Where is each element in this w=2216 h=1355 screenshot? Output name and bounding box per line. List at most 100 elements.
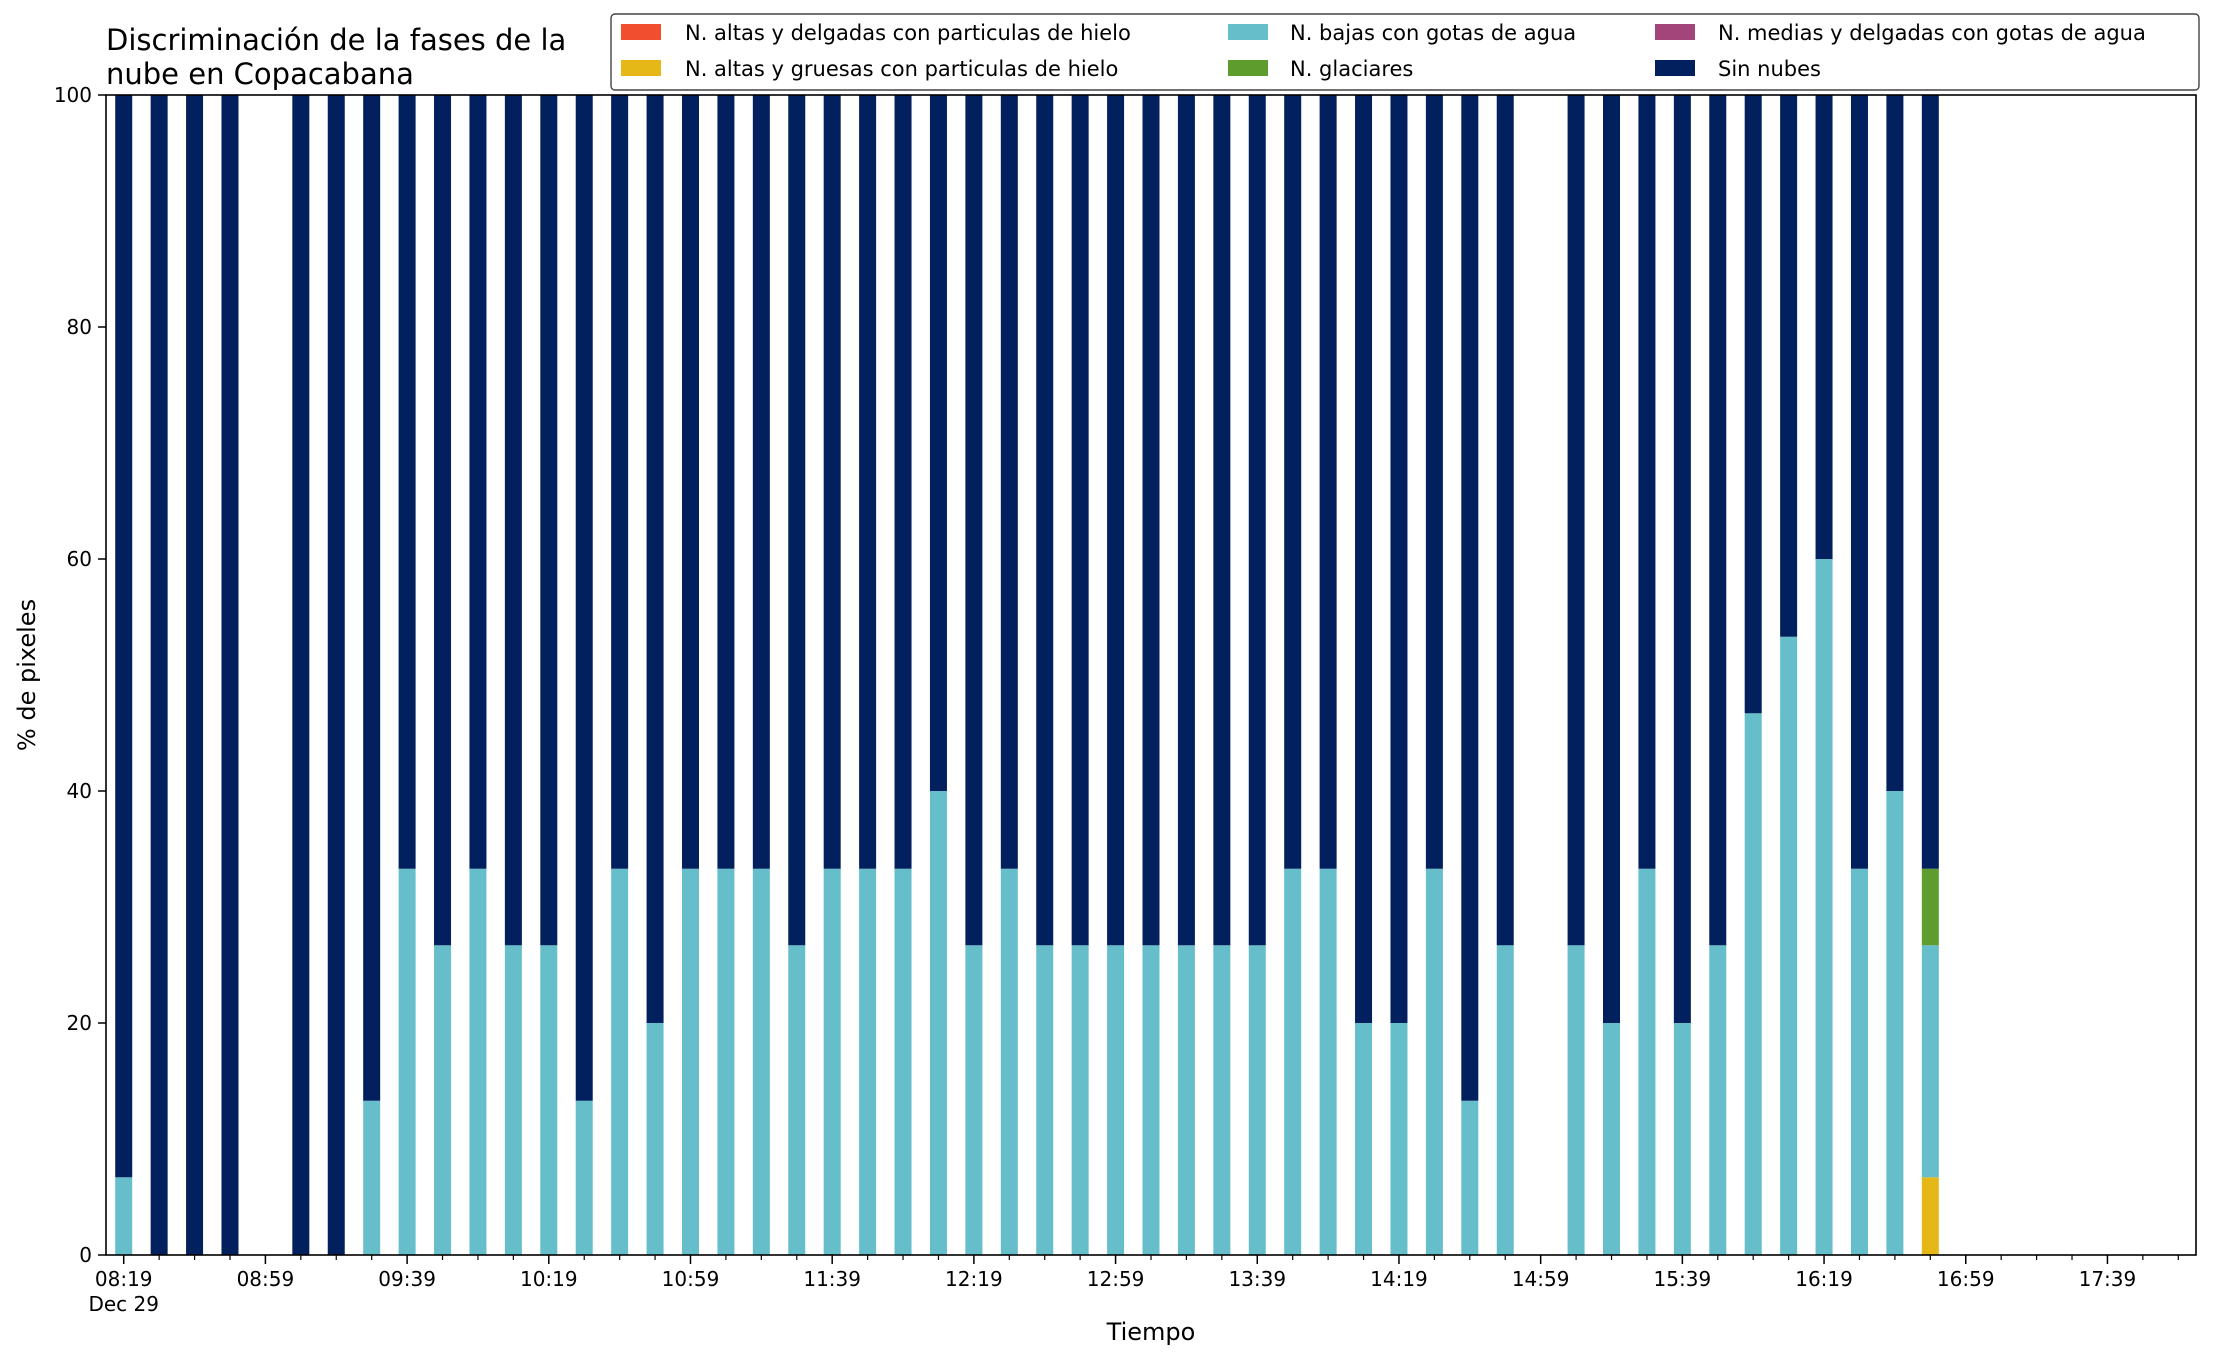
bar-sin-nubes-0939: [398, 95, 416, 869]
x-tick-label-1659: 16:59: [1937, 1267, 1995, 1291]
bar-sin-nubes-1029: [575, 95, 593, 1101]
bar-sin-nubes-1159: [894, 95, 912, 869]
x-tick-label-0819: 08:19: [95, 1267, 153, 1291]
bar-n-bajas-con-gotas-de-agua-1339: [1248, 945, 1266, 1255]
bar-sin-nubes-1359: [1319, 95, 1337, 869]
bar-n-bajas-con-gotas-de-agua-1409: [1355, 1023, 1373, 1255]
x-tick-label-1419: 14:19: [1370, 1267, 1428, 1291]
bar-n-bajas-con-gotas-de-agua-1019: [540, 945, 558, 1255]
bar-sin-nubes-1609: [1780, 95, 1798, 637]
bar-n-bajas-con-gotas-de-agua-1519: [1603, 1023, 1621, 1255]
bar-n-altas-y-gruesas-con-particulas-de-hielo-1649: [1921, 1177, 1939, 1255]
bar-n-bajas-con-gotas-de-agua-0929: [363, 1100, 381, 1255]
bar-sin-nubes-1549: [1709, 95, 1727, 946]
bar-sin-nubes-0949: [434, 95, 452, 946]
bar-sin-nubes-1229: [1000, 95, 1018, 869]
y-tick-label-100: 100: [54, 83, 92, 107]
bar-n-bajas-con-gotas-de-agua-1309: [1142, 945, 1160, 1255]
bar-n-bajas-con-gotas-de-agua-1139: [823, 868, 841, 1255]
bar-sin-nubes-1139: [823, 95, 841, 869]
x-tick-label-1019: 10:19: [520, 1267, 578, 1291]
bar-sin-nubes-1439: [1461, 95, 1479, 1101]
x-tick-label-1059: 10:59: [662, 1267, 720, 1291]
y-tick-label-60: 60: [67, 547, 92, 571]
bar-n-bajas-con-gotas-de-agua-1059: [681, 868, 699, 1255]
y-axis: 0 20 40 60 80 100: [54, 83, 106, 1267]
bar-sin-nubes-1109: [717, 95, 735, 869]
legend: N. altas y delgadas con particulas de hi…: [610, 13, 2200, 91]
bar-n-bajas-con-gotas-de-agua-1209: [929, 791, 947, 1255]
bar-n-bajas-con-gotas-de-agua-1649: [1921, 945, 1939, 1178]
bar-n-bajas-con-gotas-de-agua-1039: [611, 868, 629, 1255]
bar-sin-nubes-0919: [327, 95, 345, 1255]
bar-sin-nubes-1009: [504, 95, 522, 946]
x-tick-label-1259: 12:59: [1087, 1267, 1145, 1291]
x-tick-label-1739: 17:39: [2079, 1267, 2137, 1291]
x-tick-label-1139: 11:39: [803, 1267, 861, 1291]
bar-n-bajas-con-gotas-de-agua-1249: [1071, 945, 1089, 1255]
legend-swatch-n-altas-delgadas: [621, 24, 661, 40]
bar-n-bajas-con-gotas-de-agua-1419: [1390, 1023, 1408, 1255]
x-tick-label-1539: 15:39: [1654, 1267, 1712, 1291]
bar-sin-nubes-1209: [929, 95, 947, 791]
bar-n-bajas-con-gotas-de-agua-0959: [469, 868, 487, 1255]
bar-n-bajas-con-gotas-de-agua-1559: [1744, 713, 1762, 1255]
legend-label-n-altas-gruesas: N. altas y gruesas con particulas de hie…: [685, 57, 1118, 81]
x-tick-sublabel-date: Dec 29: [88, 1292, 159, 1316]
bar-n-bajas-con-gotas-de-agua-1159: [894, 868, 912, 1255]
bar-sin-nubes-1129: [788, 95, 806, 946]
y-axis-label: % de pixeles: [13, 599, 41, 751]
bar-n-bajas-con-gotas-de-agua-1129: [788, 945, 806, 1255]
bar-sin-nubes-1449: [1496, 95, 1514, 946]
x-tick-label-1339: 13:39: [1228, 1267, 1286, 1291]
bar-sin-nubes-1529: [1638, 95, 1656, 869]
chart-title-line-1: Discriminación de la fases de la: [106, 23, 566, 57]
bar-n-bajas-con-gotas-de-agua-1549: [1709, 945, 1727, 1255]
y-tick-label-40: 40: [67, 779, 92, 803]
bar-sin-nubes-1539: [1673, 95, 1691, 1023]
bar-n-bajas-con-gotas-de-agua-1439: [1461, 1100, 1479, 1255]
x-tick-label-0939: 09:39: [378, 1267, 436, 1291]
bar-sin-nubes-0849: [221, 95, 239, 1255]
bar-n-bajas-con-gotas-de-agua-1319: [1177, 945, 1195, 1255]
bar-sin-nubes-1639: [1886, 95, 1904, 791]
bar-n-bajas-con-gotas-de-agua-0949: [434, 945, 452, 1255]
bar-n-bajas-con-gotas-de-agua-1239: [1036, 945, 1054, 1255]
bar-sin-nubes-1619: [1815, 95, 1833, 559]
bar-n-bajas-con-gotas-de-agua-1049: [646, 1023, 664, 1255]
bar-sin-nubes-1249: [1071, 95, 1089, 946]
y-tick-label-80: 80: [67, 315, 92, 339]
legend-swatch-n-medias: [1655, 24, 1695, 40]
bar-n-bajas-con-gotas-de-agua-1639: [1886, 791, 1904, 1255]
legend-swatch-n-altas-gruesas: [621, 60, 661, 76]
bar-sin-nubes-1119: [752, 95, 770, 869]
x-axis-label: Tiempo: [1106, 1318, 1196, 1346]
bar-n-bajas-con-gotas-de-agua-0939: [398, 868, 416, 1255]
bar-n-bajas-con-gotas-de-agua-1229: [1000, 868, 1018, 1255]
bar-n-bajas-con-gotas-de-agua-1349: [1284, 868, 1302, 1255]
bar-sin-nubes-0829: [150, 95, 168, 1255]
bar-sin-nubes-1259: [1107, 95, 1125, 946]
bar-n-bajas-con-gotas-de-agua-1629: [1850, 868, 1868, 1255]
bar-sin-nubes-0959: [469, 95, 487, 869]
legend-label-sin-nubes: Sin nubes: [1718, 57, 1821, 81]
bar-n-bajas-con-gotas-de-agua-1149: [859, 868, 877, 1255]
bar-n-bajas-con-gotas-de-agua-1009: [504, 945, 522, 1255]
x-tick-label-1619: 16:19: [1795, 1267, 1853, 1291]
bar-n-bajas-con-gotas-de-agua-1259: [1107, 945, 1125, 1255]
bar-n-bajas-con-gotas-de-agua-1119: [752, 868, 770, 1255]
legend-label-n-glaciares: N. glaciares: [1290, 57, 1413, 81]
bar-sin-nubes-1049: [646, 95, 664, 1023]
bar-n-bajas-con-gotas-de-agua-0819: [115, 1177, 133, 1255]
bar-sin-nubes-1329: [1213, 95, 1231, 946]
y-tick-label-0: 0: [79, 1243, 92, 1267]
bar-sin-nubes-1429: [1425, 95, 1443, 869]
bar-sin-nubes-1629: [1850, 95, 1868, 869]
legend-swatch-n-bajas: [1228, 24, 1268, 40]
bar-sin-nubes-1319: [1177, 95, 1195, 946]
bar-n-bajas-con-gotas-de-agua-1109: [717, 868, 735, 1255]
bar-sin-nubes-1559: [1744, 95, 1762, 714]
bar-sin-nubes-1039: [611, 95, 629, 869]
